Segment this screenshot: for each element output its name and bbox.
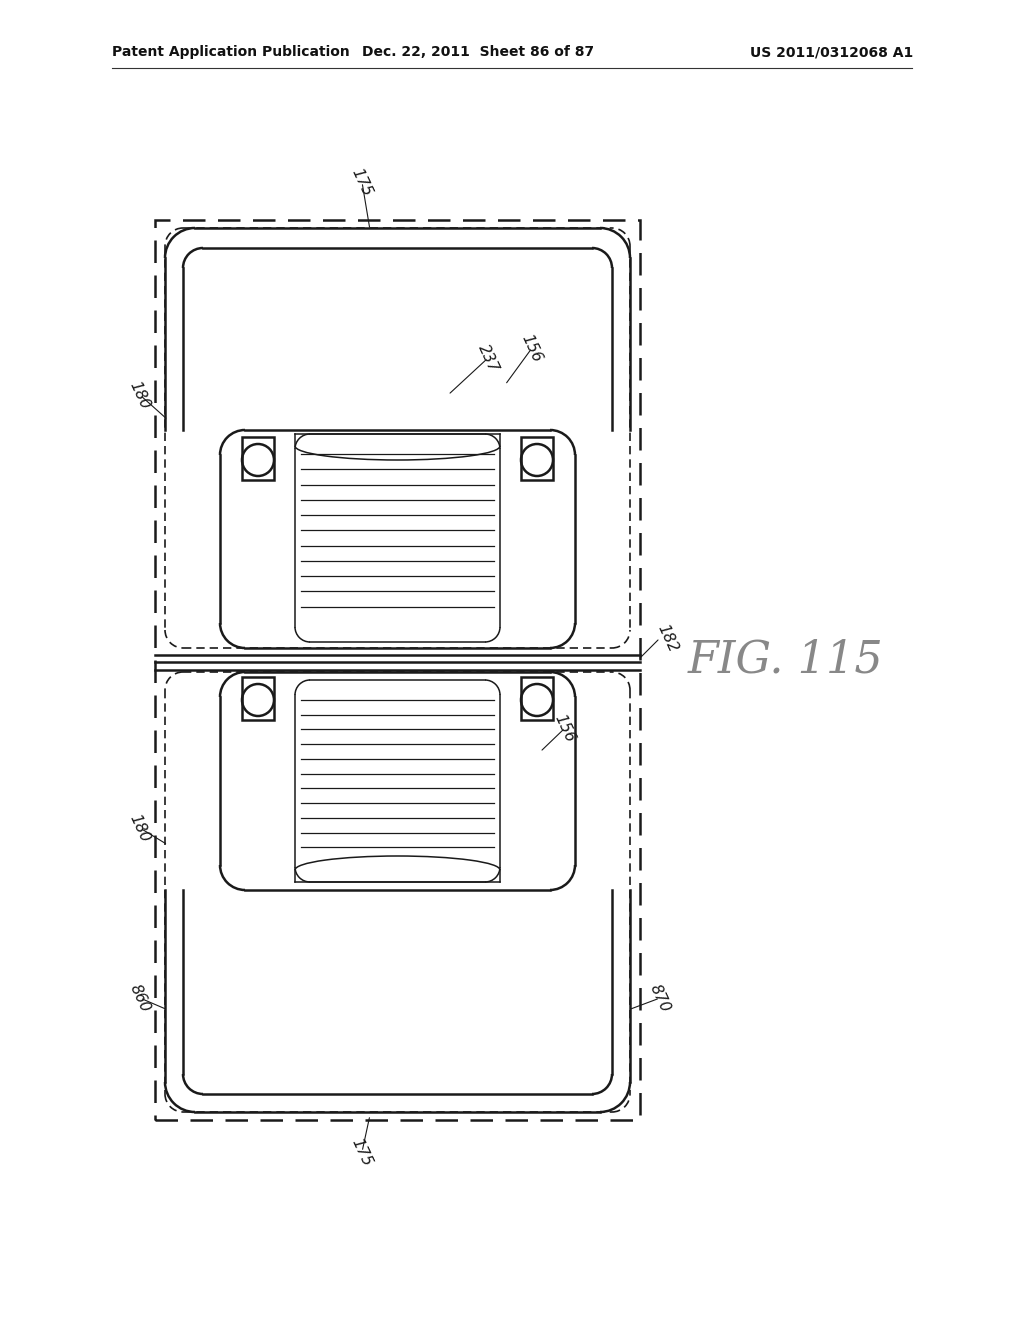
Bar (155, 220, 640, 1119)
Text: 237: 237 (475, 342, 501, 375)
Text: 156: 156 (552, 711, 578, 744)
Bar (521, 677, 553, 719)
Text: FIG. 115: FIG. 115 (688, 639, 884, 681)
Text: 175: 175 (349, 165, 375, 198)
Text: 870: 870 (647, 982, 673, 1015)
Text: Dec. 22, 2011  Sheet 86 of 87: Dec. 22, 2011 Sheet 86 of 87 (362, 45, 594, 59)
Text: 860: 860 (127, 982, 153, 1015)
Text: 182: 182 (655, 622, 681, 655)
Text: US 2011/0312068 A1: US 2011/0312068 A1 (750, 45, 913, 59)
Bar (521, 437, 553, 480)
Text: 175: 175 (349, 1135, 375, 1168)
Bar (242, 437, 274, 480)
Text: Patent Application Publication: Patent Application Publication (112, 45, 350, 59)
Bar (242, 677, 274, 719)
Text: 180: 180 (127, 379, 153, 412)
Text: 156: 156 (519, 331, 545, 364)
Text: 180: 180 (127, 812, 153, 845)
